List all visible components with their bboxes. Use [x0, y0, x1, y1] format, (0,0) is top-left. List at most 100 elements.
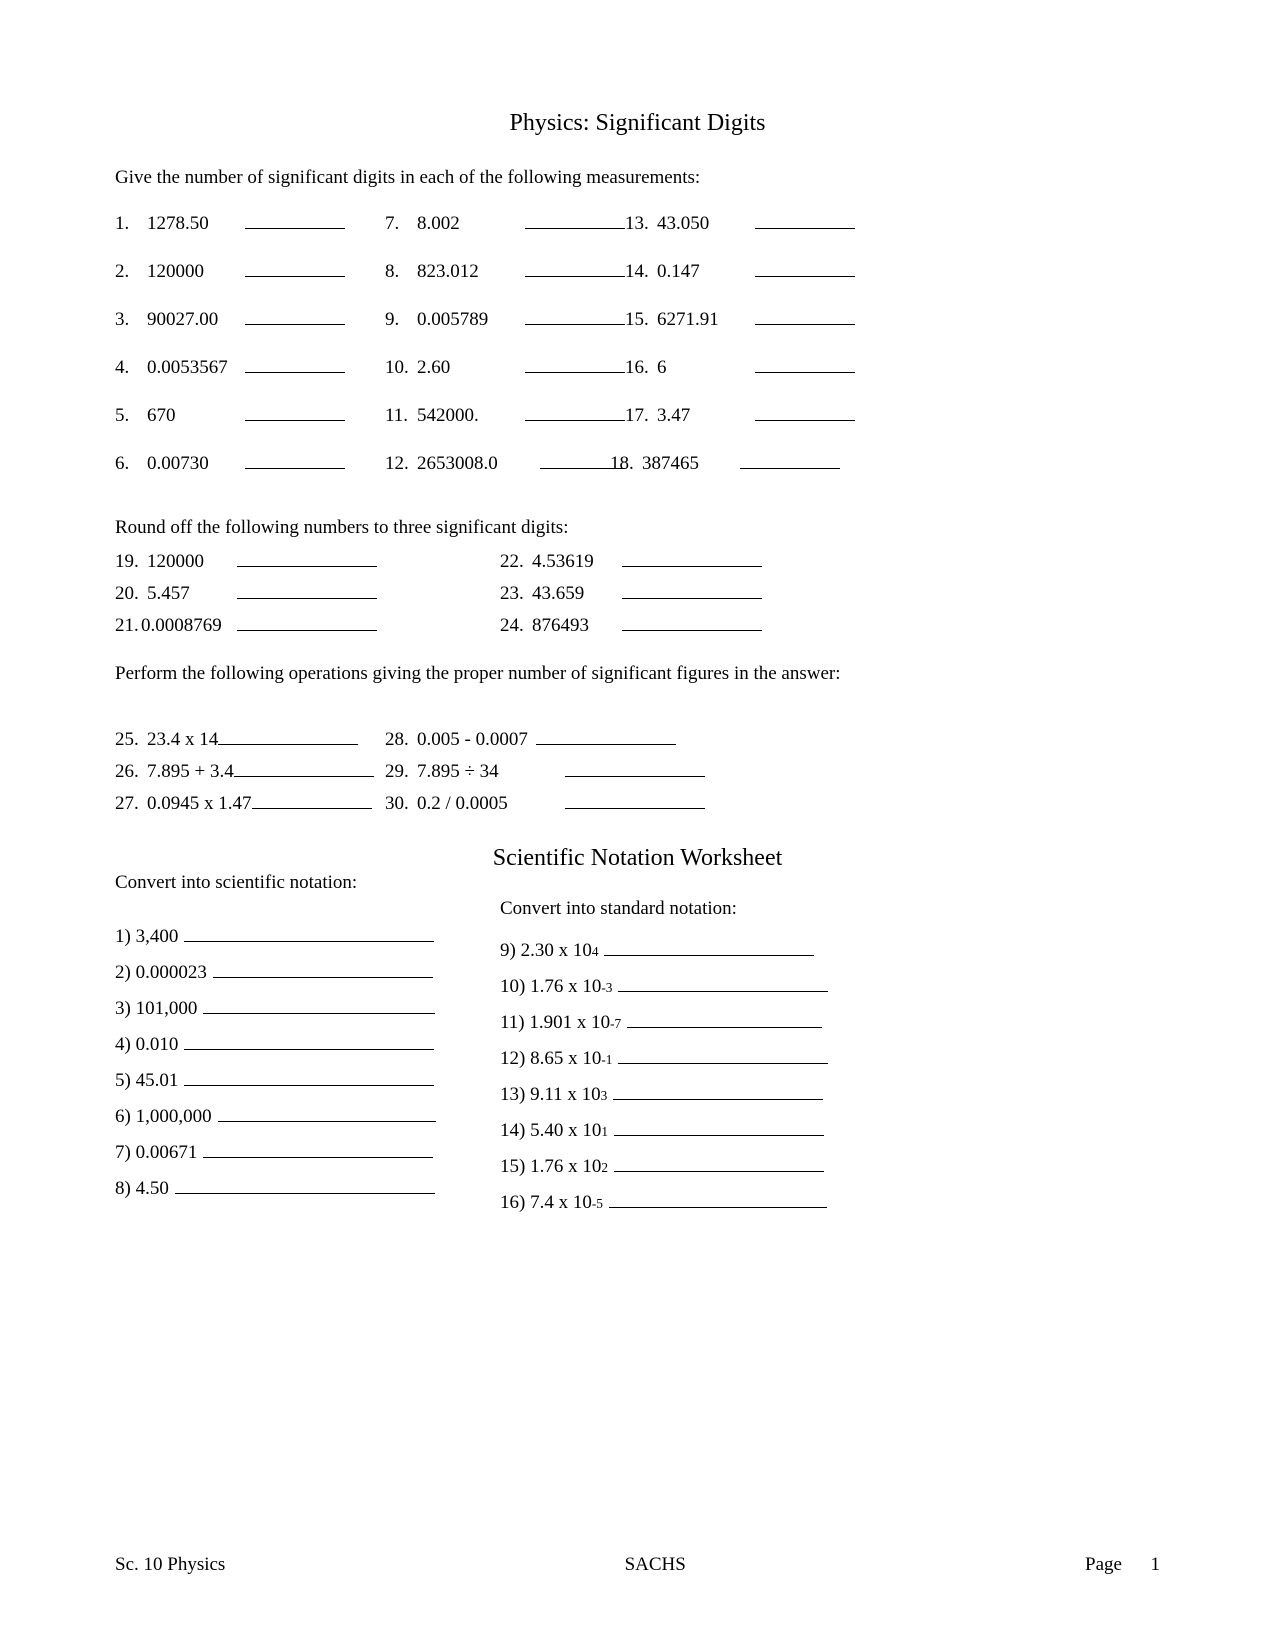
answer-blank[interactable]	[618, 1044, 828, 1064]
answer-blank[interactable]	[565, 757, 705, 777]
answer-blank[interactable]	[609, 1188, 827, 1208]
answer-blank[interactable]	[755, 401, 855, 421]
answer-blank[interactable]	[614, 1152, 824, 1172]
answer-blank[interactable]	[740, 449, 840, 469]
sci-right-col: Convert into standard notation: 9) 2.30 …	[500, 898, 950, 1224]
item-num: 2)	[115, 962, 131, 984]
answer-blank[interactable]	[622, 579, 762, 599]
item-base: 7.4 x 10	[530, 1192, 592, 1214]
answer-blank[interactable]	[525, 353, 625, 373]
instruction-round: Round off the following numbers to three…	[115, 517, 1160, 539]
item-num: 27.	[115, 793, 147, 815]
item-num: 12)	[500, 1048, 525, 1070]
sigfig-row: 4.0.0053567 10.2.60 16.6	[115, 353, 1160, 379]
answer-blank[interactable]	[614, 1116, 824, 1136]
sigfig-row: 1.1278.50 7.8.002 13.43.050	[115, 209, 1160, 235]
answer-blank[interactable]	[203, 994, 435, 1014]
answer-blank[interactable]	[245, 449, 345, 469]
item-num: 12.	[385, 453, 417, 475]
answer-blank[interactable]	[213, 958, 433, 978]
sci-item: 14) 5.40 x 101	[500, 1116, 950, 1142]
answer-blank[interactable]	[525, 209, 625, 229]
answer-blank[interactable]	[755, 305, 855, 325]
item-val: 0.005 - 0.0007	[417, 729, 528, 751]
instruction-sci-left: Convert into scientific notation:	[115, 872, 1160, 894]
sigfig-row: 5.670 11.542000. 17.3.47	[115, 401, 1160, 427]
answer-blank[interactable]	[184, 1030, 434, 1050]
answer-blank[interactable]	[245, 401, 345, 421]
ops-row: 27.0.0945 x 1.47 30.0.2 / 0.0005	[115, 789, 1160, 815]
answer-blank[interactable]	[245, 209, 345, 229]
item-base: 5.40 x 10	[530, 1120, 601, 1142]
sci-item: 16) 7.4 x 10-5	[500, 1188, 950, 1214]
footer-right: Page 1	[1085, 1554, 1160, 1576]
answer-blank[interactable]	[622, 547, 762, 567]
answer-blank[interactable]	[622, 611, 762, 631]
answer-blank[interactable]	[627, 1008, 822, 1028]
item-val: 1278.50	[147, 213, 237, 235]
item-val: 45.01	[136, 1070, 179, 1092]
answer-blank[interactable]	[755, 257, 855, 277]
item-num: 4)	[115, 1034, 131, 1056]
answer-blank[interactable]	[203, 1138, 433, 1158]
answer-blank[interactable]	[218, 1102, 436, 1122]
item-val: 876493	[532, 615, 614, 637]
answer-blank[interactable]	[234, 757, 374, 777]
item-val: 6271.91	[657, 309, 747, 331]
answer-blank[interactable]	[604, 936, 814, 956]
title-sigfigs: Physics: Significant Digits	[115, 110, 1160, 137]
item-val: 0.00730	[147, 453, 237, 475]
answer-blank[interactable]	[218, 725, 358, 745]
answer-blank[interactable]	[245, 353, 345, 373]
item-num: 10)	[500, 976, 525, 998]
answer-blank[interactable]	[755, 353, 855, 373]
item-val: 4.53619	[532, 551, 614, 573]
item-num: 11)	[500, 1012, 525, 1034]
sci-item: 5) 45.01	[115, 1066, 500, 1092]
item-num: 5.	[115, 405, 147, 427]
answer-blank[interactable]	[184, 922, 434, 942]
item-val: 43.050	[657, 213, 747, 235]
sigfig-row: 3.90027.00 9.0.005789 15.6271.91	[115, 305, 1160, 331]
item-num: 2.	[115, 261, 147, 283]
sigfig-row: 6.0.00730 12.2653008.0 18.387465	[115, 449, 1160, 475]
answer-blank[interactable]	[525, 401, 625, 421]
sci-columns: 1) 3,400 2) 0.000023 3) 101,000 4) 0.010…	[115, 898, 1160, 1224]
item-val: 1,000,000	[136, 1106, 212, 1128]
item-val: 101,000	[136, 998, 198, 1020]
item-base: 8.65 x 10	[530, 1048, 601, 1070]
item-num: 1.	[115, 213, 147, 235]
item-val: 0.2 / 0.0005	[417, 793, 557, 815]
answer-blank[interactable]	[618, 972, 828, 992]
answer-blank[interactable]	[184, 1066, 434, 1086]
item-val: 823.012	[417, 261, 517, 283]
item-num: 16.	[625, 357, 657, 379]
answer-blank[interactable]	[175, 1174, 435, 1194]
answer-blank[interactable]	[237, 611, 377, 631]
item-val: 0.000023	[136, 962, 207, 984]
answer-blank[interactable]	[525, 257, 625, 277]
item-val: 387465	[642, 453, 732, 475]
instruction-sci-right: Convert into standard notation:	[500, 898, 950, 920]
answer-blank[interactable]	[536, 725, 676, 745]
item-num: 29.	[385, 761, 417, 783]
answer-blank[interactable]	[252, 789, 372, 809]
item-num: 20.	[115, 583, 147, 605]
answer-blank[interactable]	[525, 305, 625, 325]
answer-blank[interactable]	[245, 305, 345, 325]
item-val: 4.50	[136, 1178, 169, 1200]
item-val: 542000.	[417, 405, 517, 427]
round-row: 21.0.0008769 24.876493	[115, 611, 1160, 637]
answer-blank[interactable]	[613, 1080, 823, 1100]
item-num: 3)	[115, 998, 131, 1020]
item-num: 6.	[115, 453, 147, 475]
answer-blank[interactable]	[237, 547, 377, 567]
answer-blank[interactable]	[237, 579, 377, 599]
footer-page-label: Page	[1085, 1554, 1122, 1575]
item-val: 120000	[147, 261, 237, 283]
answer-blank[interactable]	[755, 209, 855, 229]
answer-blank[interactable]	[245, 257, 345, 277]
answer-blank[interactable]	[565, 789, 705, 809]
item-val: 0.0008769	[141, 615, 229, 637]
item-num: 7)	[115, 1142, 131, 1164]
